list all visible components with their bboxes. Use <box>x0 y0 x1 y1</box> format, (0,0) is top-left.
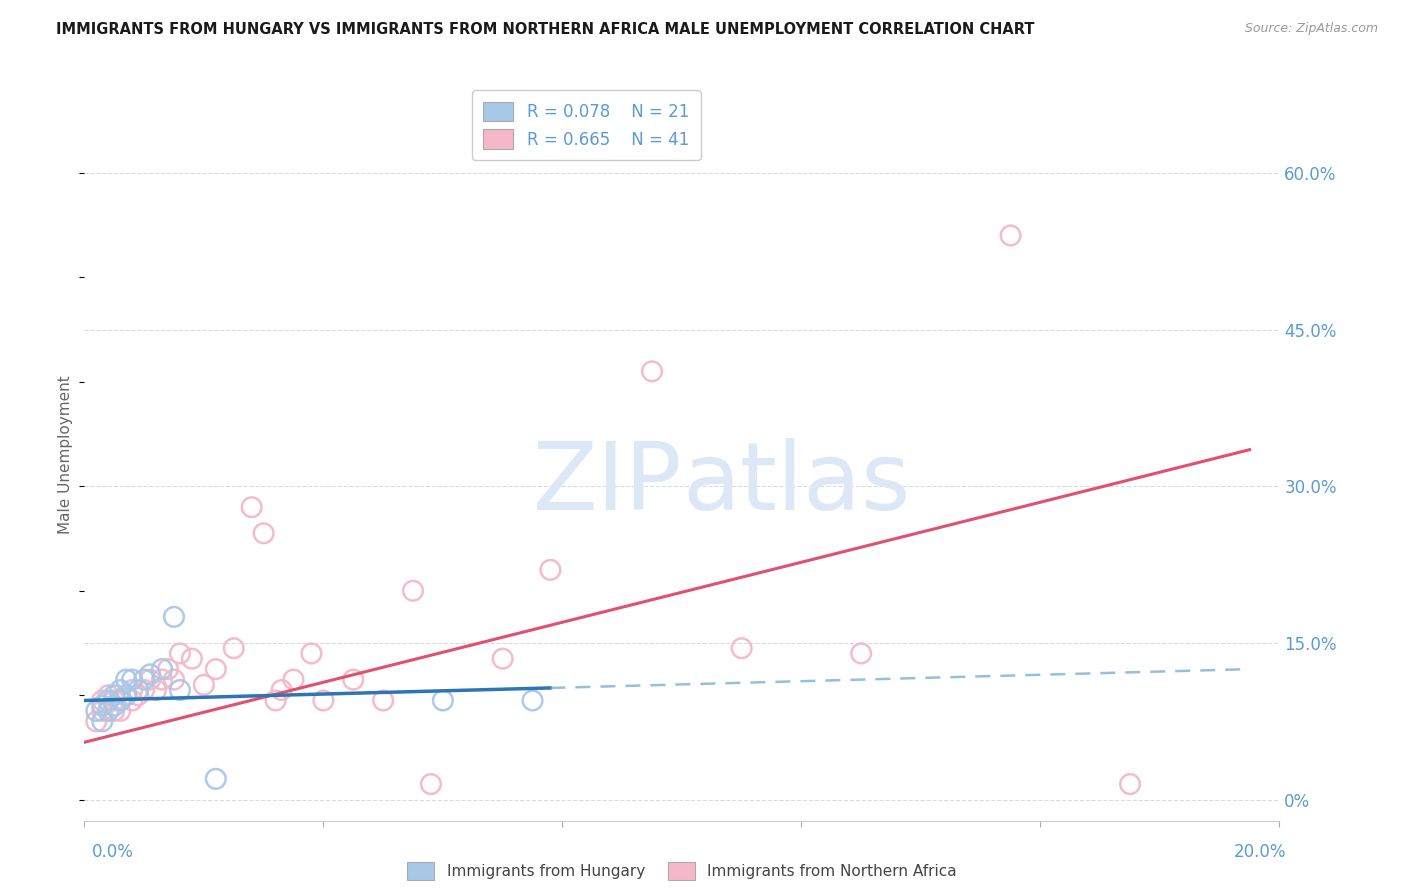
Text: IMMIGRANTS FROM HUNGARY VS IMMIGRANTS FROM NORTHERN AFRICA MALE UNEMPLOYMENT COR: IMMIGRANTS FROM HUNGARY VS IMMIGRANTS FR… <box>56 22 1035 37</box>
Point <box>157 662 180 676</box>
Point <box>115 673 138 687</box>
Point <box>97 704 120 718</box>
Legend: Immigrants from Hungary, Immigrants from Northern Africa: Immigrants from Hungary, Immigrants from… <box>401 856 963 886</box>
Point <box>342 673 364 687</box>
Point <box>222 641 245 656</box>
Point <box>169 647 191 661</box>
Point <box>127 683 149 698</box>
Point <box>540 563 562 577</box>
Point <box>132 673 156 687</box>
Point <box>240 500 263 515</box>
Point <box>110 704 132 718</box>
Point <box>193 678 215 692</box>
Point <box>849 647 872 661</box>
Point <box>103 704 125 718</box>
Point <box>139 667 162 681</box>
Point <box>283 673 305 687</box>
Point <box>180 651 204 665</box>
Point <box>270 683 292 698</box>
Point <box>371 693 394 707</box>
Point <box>205 662 228 676</box>
Text: 0.0%: 0.0% <box>91 843 134 861</box>
Point <box>253 526 276 541</box>
Point <box>86 714 108 729</box>
Text: 20.0%: 20.0% <box>1234 843 1286 861</box>
Point <box>150 673 173 687</box>
Text: ZIP: ZIP <box>533 438 682 530</box>
Point <box>264 693 287 707</box>
Point <box>522 693 544 707</box>
Point <box>432 693 454 707</box>
Point <box>110 693 132 707</box>
Point <box>420 777 443 791</box>
Text: atlas: atlas <box>682 438 910 530</box>
Point <box>731 641 754 656</box>
Point <box>492 651 515 665</box>
Point <box>1119 777 1142 791</box>
Point <box>150 662 173 676</box>
Point <box>163 673 186 687</box>
Point <box>91 714 114 729</box>
Point <box>91 704 114 718</box>
Point <box>145 683 167 698</box>
Point <box>121 693 143 707</box>
Point <box>127 688 149 702</box>
Point <box>121 683 143 698</box>
Point <box>641 364 664 378</box>
Point <box>110 693 132 707</box>
Point <box>86 704 108 718</box>
Point <box>115 688 138 702</box>
Text: Source: ZipAtlas.com: Source: ZipAtlas.com <box>1244 22 1378 36</box>
Point <box>103 698 125 713</box>
Point <box>115 688 138 702</box>
Point <box>312 693 335 707</box>
Point <box>103 688 125 702</box>
Point <box>1000 228 1022 243</box>
Point <box>402 583 425 598</box>
Point <box>97 688 120 702</box>
Point <box>121 673 143 687</box>
Point <box>169 683 191 698</box>
Point <box>205 772 228 786</box>
Point <box>91 698 114 713</box>
Y-axis label: Male Unemployment: Male Unemployment <box>58 376 73 534</box>
Point <box>301 647 323 661</box>
Point <box>103 693 125 707</box>
Point <box>139 673 162 687</box>
Point <box>132 683 156 698</box>
Point <box>110 683 132 698</box>
Point <box>97 693 120 707</box>
Point <box>163 610 186 624</box>
Point <box>91 693 114 707</box>
